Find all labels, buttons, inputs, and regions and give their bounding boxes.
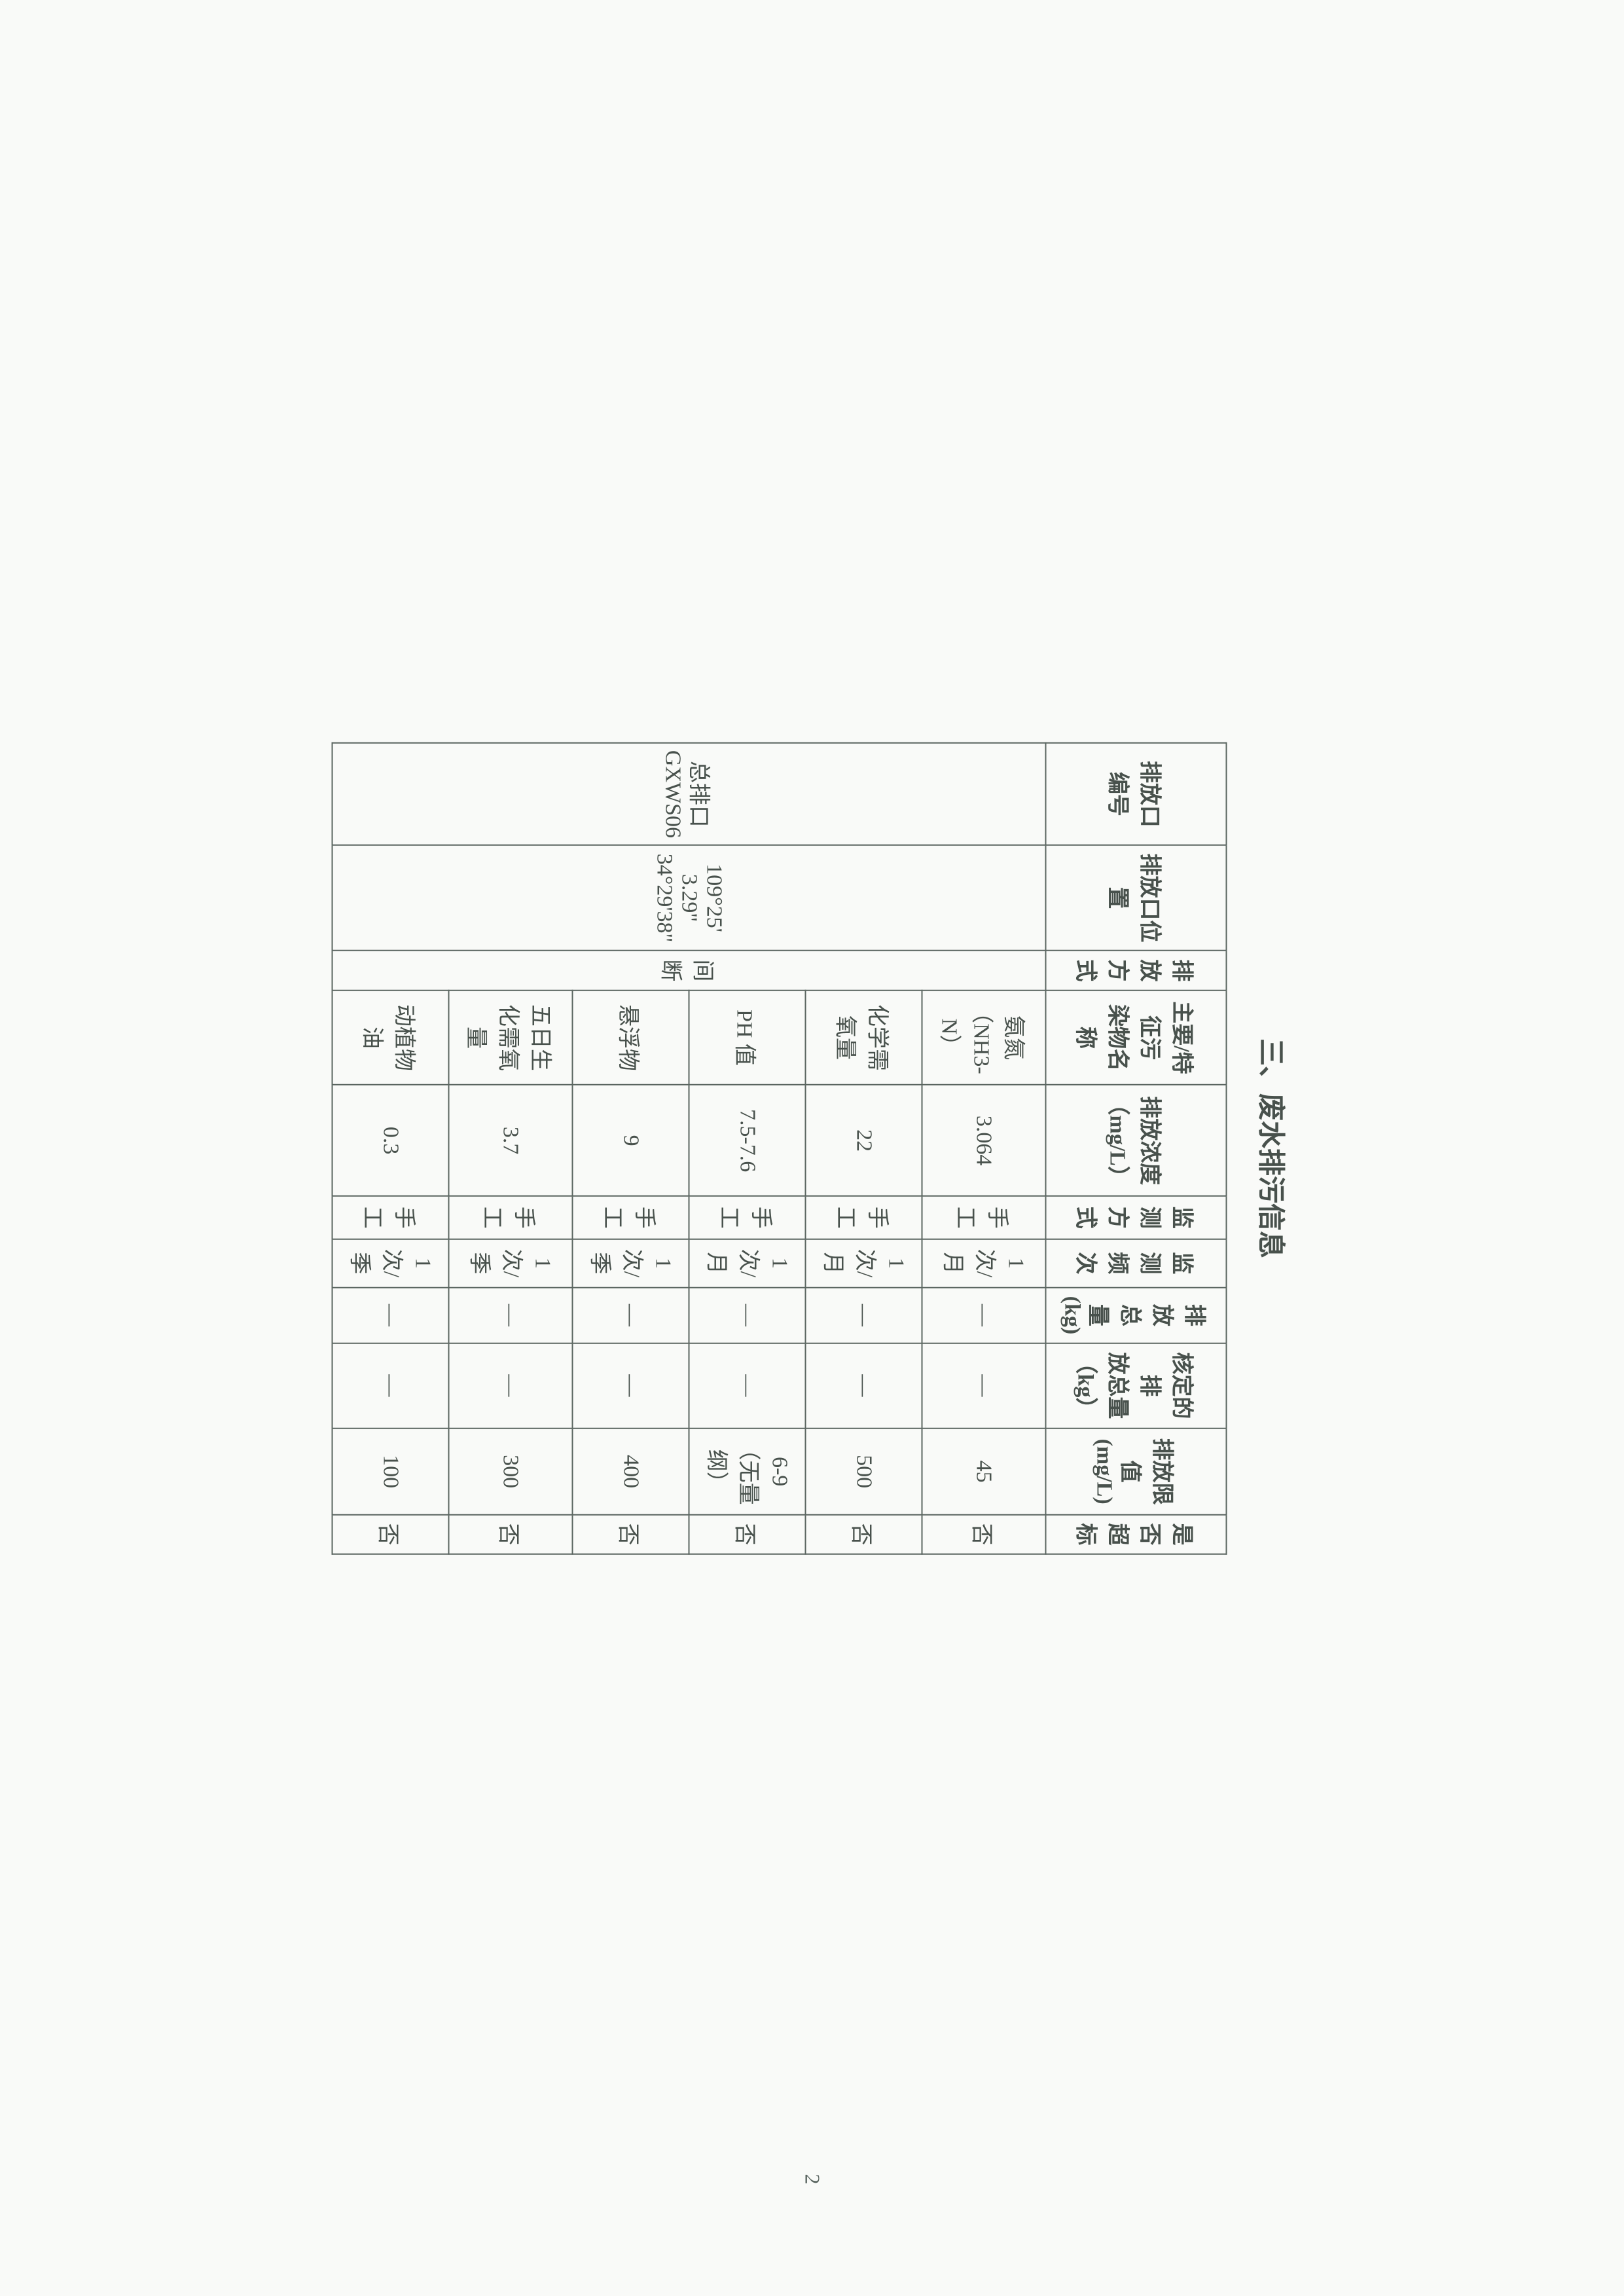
cell-total-emission: — (922, 1287, 1045, 1343)
cell-pollutant: 悬浮物 (572, 990, 689, 1084)
cell-total-emission: — (448, 1287, 572, 1343)
cell-exceed: 否 (448, 1514, 572, 1553)
header-location: 排放口位置 (1045, 845, 1226, 951)
cell-frequency: 1 次/月 (689, 1239, 805, 1287)
cell-limit: 400 (572, 1428, 689, 1514)
cell-pollutant: PH 值 (689, 990, 805, 1084)
table-body: 总排口GXWS06 109°25'3.29"34°29'38" 间断 氨氮（NH… (332, 742, 1045, 1554)
cell-monitor-method: 手工 (448, 1196, 572, 1239)
cell-approved-emission: — (689, 1343, 805, 1428)
cell-pollutant: 五日生化需氧量 (448, 990, 572, 1084)
cell-limit: 300 (448, 1428, 572, 1514)
cell-concentration: 9 (572, 1085, 689, 1196)
cell-monitor-method: 手工 (332, 1196, 448, 1239)
cell-limit: 6-9（无量纲） (689, 1428, 805, 1514)
header-method: 排放方式 (1045, 950, 1226, 990)
header-approved-emission: 核定的排放总量（kg） (1045, 1343, 1226, 1428)
cell-concentration: 0.3 (332, 1085, 448, 1196)
cell-approved-emission: — (448, 1343, 572, 1428)
cell-outlet-id: 总排口GXWS06 (332, 742, 1045, 845)
cell-pollutant: 氨氮（NH3-N） (922, 990, 1045, 1084)
cell-concentration: 3.064 (922, 1085, 1045, 1196)
cell-pollutant: 动植物油 (332, 990, 448, 1084)
page-number: 2 (800, 2174, 824, 2185)
header-row: 排放口编号 排放口位置 排放方式 主要/特征污染物名称 排放浓度（mg/L） 监… (1045, 742, 1226, 1554)
cell-approved-emission: — (922, 1343, 1045, 1428)
cell-approved-emission: — (572, 1343, 689, 1428)
cell-discharge-method: 间断 (332, 950, 1045, 990)
cell-approved-emission: — (805, 1343, 922, 1428)
cell-exceed: 否 (332, 1514, 448, 1553)
cell-monitor-method: 手工 (805, 1196, 922, 1239)
cell-concentration: 22 (805, 1085, 922, 1196)
header-exceed: 是否超标 (1045, 1514, 1226, 1553)
cell-approved-emission: — (332, 1343, 448, 1428)
header-limit: 排放限值 (mg/L) (1045, 1428, 1226, 1514)
section-title: 三、废水排污信息 (1253, 742, 1293, 1554)
cell-total-emission: — (572, 1287, 689, 1343)
wastewater-table: 排放口编号 排放口位置 排放方式 主要/特征污染物名称 排放浓度（mg/L） 监… (331, 742, 1227, 1554)
table-row: 总排口GXWS06 109°25'3.29"34°29'38" 间断 氨氮（NH… (922, 742, 1045, 1554)
cell-frequency: 1 次/季 (448, 1239, 572, 1287)
cell-limit: 500 (805, 1428, 922, 1514)
header-frequency: 监测频次 (1045, 1239, 1226, 1287)
cell-monitor-method: 手工 (572, 1196, 689, 1239)
cell-monitor-method: 手工 (922, 1196, 1045, 1239)
cell-frequency: 1 次/月 (922, 1239, 1045, 1287)
cell-limit: 45 (922, 1428, 1045, 1514)
cell-total-emission: — (332, 1287, 448, 1343)
cell-exceed: 否 (689, 1514, 805, 1553)
cell-location: 109°25'3.29"34°29'38" (332, 845, 1045, 951)
cell-frequency: 1 次/月 (805, 1239, 922, 1287)
cell-monitor-method: 手工 (689, 1196, 805, 1239)
cell-frequency: 1 次/季 (572, 1239, 689, 1287)
cell-total-emission: — (689, 1287, 805, 1343)
page-container: 三、废水排污信息 排放口编号 排放口位置 排放方式 主要/特征污染物名称 排放浓… (331, 742, 1293, 1554)
cell-total-emission: — (805, 1287, 922, 1343)
cell-exceed: 否 (805, 1514, 922, 1553)
cell-exceed: 否 (572, 1514, 689, 1553)
cell-concentration: 7.5-7.6 (689, 1085, 805, 1196)
header-monitor-method: 监测方式 (1045, 1196, 1226, 1239)
header-outlet-id: 排放口编号 (1045, 742, 1226, 845)
cell-limit: 100 (332, 1428, 448, 1514)
header-total-emission: 排放总量(kg) (1045, 1287, 1226, 1343)
header-concentration: 排放浓度（mg/L） (1045, 1085, 1226, 1196)
cell-pollutant: 化学需氧量 (805, 990, 922, 1084)
cell-exceed: 否 (922, 1514, 1045, 1553)
cell-frequency: 1 次/季 (332, 1239, 448, 1287)
header-pollutant: 主要/特征污染物名称 (1045, 990, 1226, 1084)
cell-concentration: 3.7 (448, 1085, 572, 1196)
